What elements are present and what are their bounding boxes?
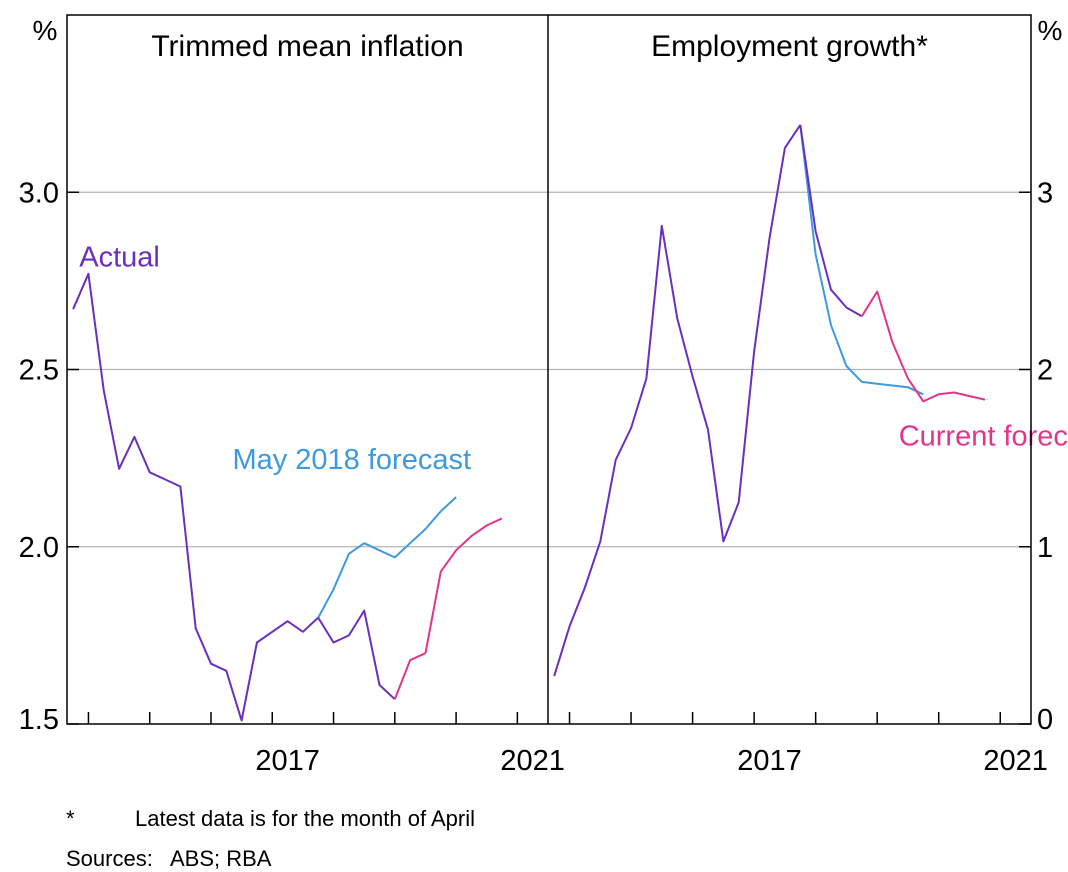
- y-tick-label: 2: [1037, 355, 1053, 387]
- sources-text: ABS; RBA: [170, 846, 272, 871]
- x-tick-label: 2017: [255, 745, 320, 777]
- series-line-current-forecast: [860, 290, 986, 403]
- x-tick-label: 2021: [500, 745, 565, 777]
- series-label: May 2018 forecast: [232, 444, 471, 476]
- footnote-text: Latest data is for the month of April: [135, 806, 475, 831]
- series-line-actual: [553, 124, 802, 677]
- y-unit-label: %: [1038, 15, 1063, 46]
- y-unit-label: %: [33, 15, 58, 46]
- plot-frame: [66, 14, 1032, 725]
- y-tick-label: 1.5: [19, 704, 59, 736]
- series-line-may-2018-forecast: [317, 496, 457, 619]
- y-tick-label: 3.0: [19, 177, 59, 209]
- y-tick-label: 1: [1037, 532, 1053, 564]
- sources-label: Sources:: [66, 846, 153, 871]
- chart-figure: 1.5 2.0 2.5 3.0% 2017 2021 Trimmed mean inflat…: [19, 14, 1068, 777]
- panel-title: Employment growth*: [651, 30, 928, 63]
- y-tick-label: 2.0: [19, 532, 59, 564]
- panel-title: Trimmed mean inflation: [151, 30, 463, 63]
- footnote-star: *: [66, 806, 75, 831]
- x-tick-label: 2017: [737, 745, 802, 777]
- series-line-current-forecast: [393, 517, 503, 700]
- series-line-actual: [317, 609, 396, 700]
- series-line-may-2018-forecast: [799, 124, 924, 396]
- series-label: Actual: [79, 242, 160, 274]
- x-tick-label: 2021: [983, 745, 1048, 777]
- y-tick-label: 3: [1037, 177, 1053, 209]
- series-label: Current forecast: [899, 421, 1068, 453]
- y-tick-label: 2.5: [19, 355, 59, 387]
- series-line-actual: [799, 124, 863, 318]
- series-line-actual: [72, 272, 319, 722]
- y-tick-label: 0: [1037, 704, 1053, 736]
